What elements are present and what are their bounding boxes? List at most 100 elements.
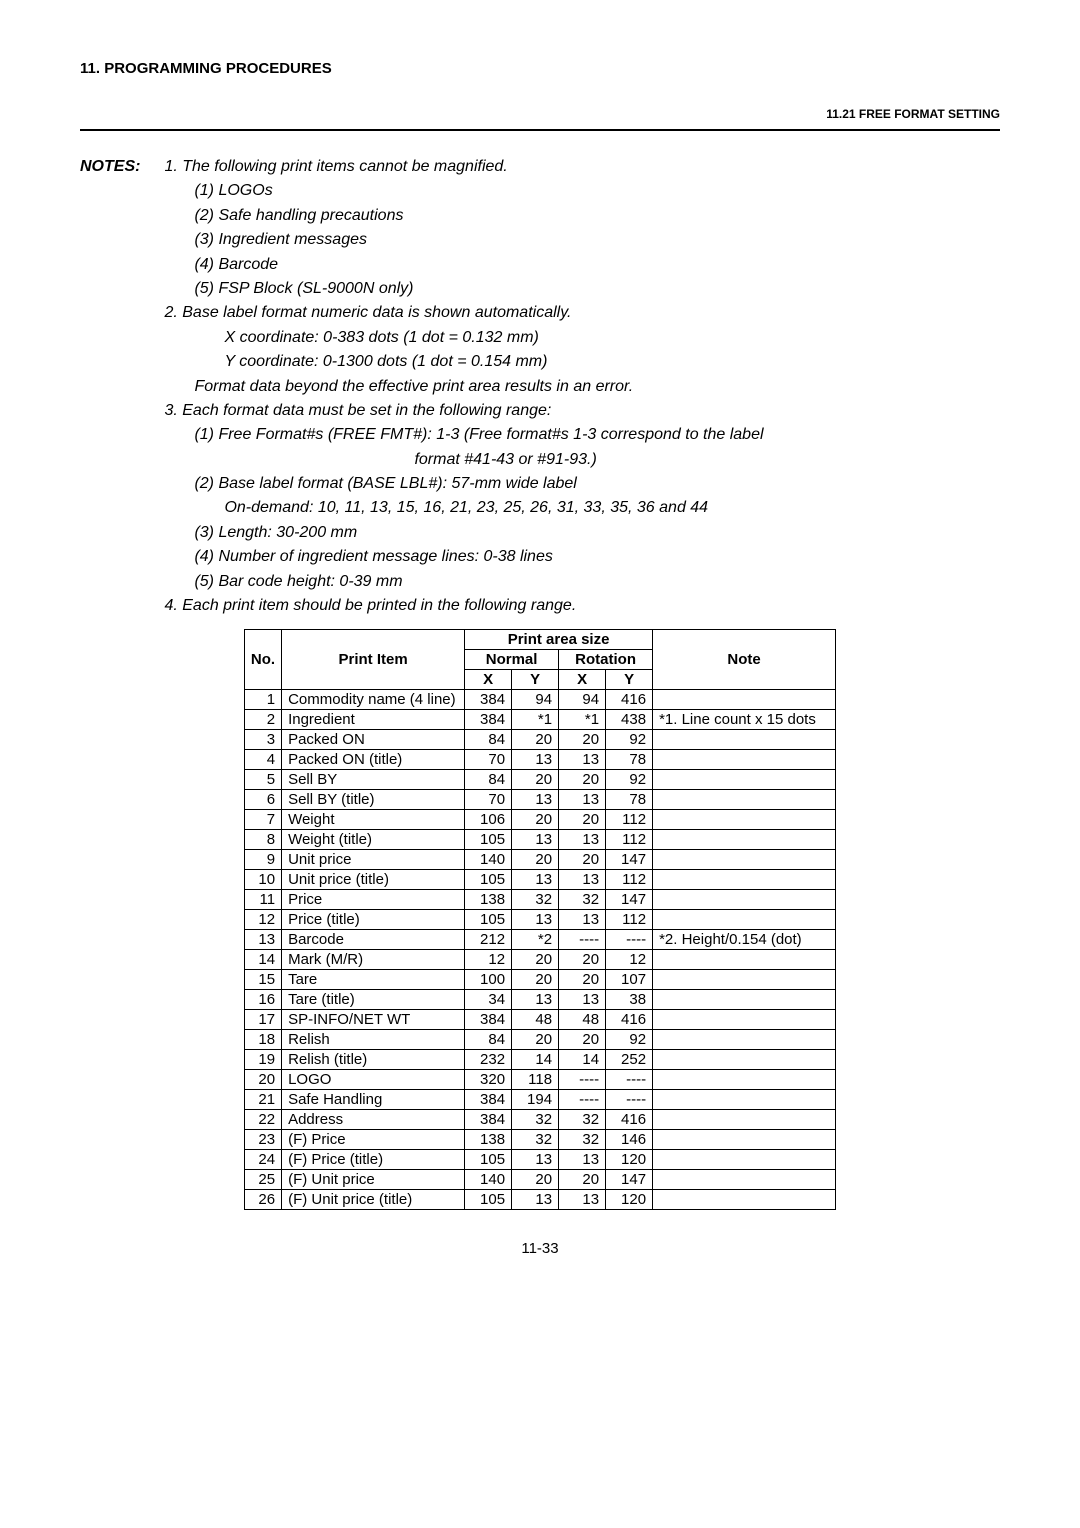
cell-ny: 13 [512, 750, 559, 770]
note-3a2: format #41-43 or #91-93.) [164, 449, 994, 471]
note-2b: Y coordinate: 0-1300 dots (1 dot = 0.154… [164, 351, 994, 373]
cell-rx: 20 [559, 810, 606, 830]
cell-ny: 13 [512, 910, 559, 930]
cell-item: (F) Price [282, 1130, 465, 1150]
cell-rx: 32 [559, 1130, 606, 1150]
cell-ny: 20 [512, 1170, 559, 1190]
th-ny: Y [512, 670, 559, 690]
cell-note [653, 1030, 836, 1050]
cell-rx: 32 [559, 1110, 606, 1130]
cell-ny: 94 [512, 690, 559, 710]
cell-nx: 84 [465, 770, 512, 790]
table-row: 21Safe Handling384194-------- [244, 1090, 835, 1110]
cell-note [653, 1050, 836, 1070]
cell-item: (F) Price (title) [282, 1150, 465, 1170]
note-2c: Format data beyond the effective print a… [164, 376, 994, 398]
table-row: 13Barcode212*2--------*2. Height/0.154 (… [244, 930, 835, 950]
cell-ny: 20 [512, 810, 559, 830]
cell-item: Unit price [282, 850, 465, 870]
cell-rx: ---- [559, 1090, 606, 1110]
cell-nx: 105 [465, 1190, 512, 1210]
cell-no: 16 [244, 990, 281, 1010]
table-row: 15Tare1002020107 [244, 970, 835, 990]
cell-ny: 20 [512, 950, 559, 970]
chapter-title: 11. PROGRAMMING PROCEDURES [80, 60, 1000, 77]
cell-rx: 20 [559, 730, 606, 750]
cell-note [653, 690, 836, 710]
cell-rx: 20 [559, 1170, 606, 1190]
cell-note [653, 1170, 836, 1190]
table-row: 8Weight (title)1051313112 [244, 830, 835, 850]
cell-no: 18 [244, 1030, 281, 1050]
cell-rx: 20 [559, 850, 606, 870]
table-row: 19Relish (title)2321414252 [244, 1050, 835, 1070]
cell-ny: 32 [512, 1130, 559, 1150]
cell-item: LOGO [282, 1070, 465, 1090]
cell-no: 10 [244, 870, 281, 890]
cell-ry: 78 [606, 750, 653, 770]
cell-no: 13 [244, 930, 281, 950]
cell-ny: 14 [512, 1050, 559, 1070]
cell-ny: 194 [512, 1090, 559, 1110]
cell-ry: 147 [606, 1170, 653, 1190]
cell-ny: *1 [512, 710, 559, 730]
note-3: 3. Each format data must be set in the f… [164, 400, 994, 422]
table-row: 24(F) Price (title)1051313120 [244, 1150, 835, 1170]
cell-item: Packed ON (title) [282, 750, 465, 770]
cell-note [653, 910, 836, 930]
cell-item: Safe Handling [282, 1090, 465, 1110]
table-row: 26(F) Unit price (title)1051313120 [244, 1190, 835, 1210]
cell-note: *2. Height/0.154 (dot) [653, 930, 836, 950]
th-normal: Normal [465, 650, 559, 670]
note-2: 2. Base label format numeric data is sho… [164, 302, 994, 324]
cell-no: 26 [244, 1190, 281, 1210]
table-row: 7Weight1062020112 [244, 810, 835, 830]
cell-ny: 13 [512, 990, 559, 1010]
cell-rx: 13 [559, 910, 606, 930]
cell-item: Tare (title) [282, 990, 465, 1010]
cell-note [653, 870, 836, 890]
cell-note [653, 1150, 836, 1170]
cell-no: 20 [244, 1070, 281, 1090]
notes-section: NOTES: 1. The following print items cann… [80, 156, 1000, 619]
cell-ry: 147 [606, 890, 653, 910]
cell-no: 25 [244, 1170, 281, 1190]
cell-nx: 105 [465, 870, 512, 890]
cell-nx: 105 [465, 830, 512, 850]
cell-nx: 70 [465, 750, 512, 770]
table-row: 6Sell BY (title)70131378 [244, 790, 835, 810]
cell-nx: 140 [465, 850, 512, 870]
cell-ny: 13 [512, 1190, 559, 1210]
note-4: 4. Each print item should be printed in … [164, 595, 994, 617]
cell-note [653, 850, 836, 870]
cell-ny: 13 [512, 870, 559, 890]
cell-ry: 252 [606, 1050, 653, 1070]
notes-body: 1. The following print items cannot be m… [164, 156, 994, 619]
cell-item: Relish [282, 1030, 465, 1050]
cell-item: Weight (title) [282, 830, 465, 850]
cell-item: Ingredient [282, 710, 465, 730]
cell-no: 21 [244, 1090, 281, 1110]
cell-no: 6 [244, 790, 281, 810]
cell-nx: 138 [465, 1130, 512, 1150]
cell-ry: 146 [606, 1130, 653, 1150]
cell-no: 11 [244, 890, 281, 910]
cell-rx: 13 [559, 830, 606, 850]
cell-ny: 20 [512, 770, 559, 790]
cell-note [653, 990, 836, 1010]
note-3b2: On-demand: 10, 11, 13, 15, 16, 21, 23, 2… [164, 497, 994, 519]
cell-ny: *2 [512, 930, 559, 950]
cell-note [653, 1130, 836, 1150]
cell-ry: 120 [606, 1190, 653, 1210]
cell-no: 9 [244, 850, 281, 870]
cell-ry: 112 [606, 810, 653, 830]
cell-ry: 416 [606, 1010, 653, 1030]
cell-ry: 120 [606, 1150, 653, 1170]
cell-nx: 100 [465, 970, 512, 990]
cell-rx: 20 [559, 950, 606, 970]
cell-rx: ---- [559, 930, 606, 950]
cell-rx: 48 [559, 1010, 606, 1030]
cell-rx: 20 [559, 770, 606, 790]
cell-note: *1. Line count x 15 dots [653, 710, 836, 730]
cell-item: (F) Unit price [282, 1170, 465, 1190]
